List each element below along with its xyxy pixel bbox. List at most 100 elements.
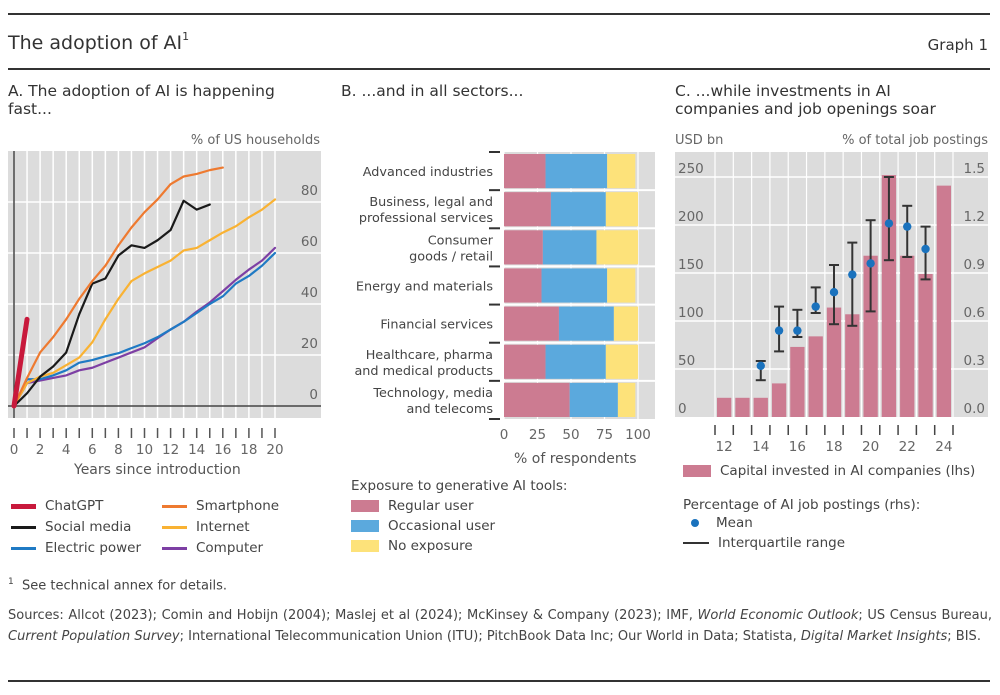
capital-bar (863, 255, 878, 417)
panel-b-legend-title: Exposure to generative AI tools: (351, 478, 568, 494)
legend-label: Capital invested in AI companies (lhs) (720, 463, 976, 479)
footnote-text: See technical annex for details. (22, 578, 228, 594)
legend-item-internet: Internet (162, 519, 250, 535)
sources-fragment: Current Population Survey (8, 629, 180, 644)
line-chatgpt (11, 316, 30, 409)
bar-segment-occasional-user (542, 230, 597, 265)
x-tick-label: 18 (240, 442, 257, 458)
capital-bar (753, 397, 768, 417)
x-tick-label: 14 (752, 439, 769, 455)
line-computer (12, 246, 277, 408)
y-tick-label: 20 (301, 336, 318, 352)
y-tick-label-left: 50 (678, 353, 695, 369)
bar-segment-no-exposure (607, 154, 636, 189)
capital-bar (735, 397, 750, 417)
legend-label: Social media (45, 519, 132, 535)
category-label: professional services (359, 211, 493, 226)
capital-bar (845, 314, 860, 417)
x-tick-label: 12 (162, 442, 179, 458)
mean-dot (903, 222, 912, 231)
bar-segment-occasional-user (545, 154, 608, 189)
title-text: The adoption of AI (8, 32, 183, 54)
x-tick-label: 20 (266, 442, 283, 458)
legend-label: Occasional user (388, 518, 496, 534)
y-tick-label-right: 0.0 (964, 401, 985, 417)
capital-bar (936, 185, 951, 417)
mean-dot-icon (691, 519, 699, 527)
capital-bar (717, 397, 732, 417)
occasional-user-swatch (351, 520, 379, 532)
capital-bar (918, 273, 933, 417)
legend-item-capital: Capital invested in AI companies (lhs) (683, 463, 975, 479)
panel-c-unit-left: USD bn (675, 133, 724, 148)
category-label: Financial services (380, 318, 493, 333)
legend-label: ChatGPT (45, 498, 104, 514)
internet-line-icon (162, 525, 187, 529)
social-media-line-icon (11, 525, 36, 529)
legend-label: Internet (196, 519, 250, 535)
legend-label: Mean (716, 515, 753, 531)
mean-dot (756, 361, 765, 370)
capital-swatch (683, 465, 711, 477)
y-tick-label-right: 1.2 (964, 209, 985, 225)
x-tick-label: 6 (88, 442, 97, 458)
x-tick-label: 16 (214, 442, 231, 458)
x-tick-label: 8 (114, 442, 123, 458)
line-internet (12, 198, 277, 408)
bar-segment-regular-user (504, 306, 559, 341)
y-tick-label-right: 1.5 (964, 161, 985, 177)
x-tick-label: 24 (935, 439, 952, 455)
bar-segment-regular-user (504, 230, 543, 265)
legend-label: Computer (196, 540, 264, 556)
panel-a-chart: 0 20 40 60 80 0 2 4 6 8 10 12 14 16 18 20 (8, 151, 321, 458)
bar-segment-no-exposure (613, 306, 638, 341)
smartphone-line-icon (162, 504, 187, 508)
header-rule (8, 68, 990, 70)
capital-bar (790, 346, 805, 417)
y-tick-label-right: 0.3 (964, 353, 985, 369)
y-tick-label: 80 (301, 183, 318, 199)
line-electric-power (12, 251, 277, 408)
capital-bar (881, 175, 897, 417)
panel-c-legend-group-title: Percentage of AI job postings (rhs): (683, 497, 921, 513)
y-tick-label-right: 0.6 (964, 305, 985, 321)
mean-dot (884, 219, 894, 228)
legend-item-computer: Computer (162, 540, 263, 556)
x-tick-label: 25 (529, 427, 546, 443)
mean-dot (829, 288, 839, 297)
capital-bar (826, 307, 842, 417)
x-tick-label: 4 (62, 442, 71, 458)
y-tick-label-right: 0.9 (964, 257, 985, 273)
panel-c-title-line1: C. ...while investments in AI (675, 82, 891, 100)
bar-segment-regular-user (504, 344, 546, 379)
y-tick-label-left: 0 (678, 401, 687, 417)
bar-segment-regular-user (504, 268, 542, 303)
bar-segment-occasional-user (545, 344, 606, 379)
panel-c-chart: 0 0.0 50 0.3 100 0.6 150 0.9 200 1.2 250 1.5 12 14 16 1… (675, 152, 988, 455)
legend-item-social-media: Social media (11, 519, 131, 535)
panel-c-title-line2: companies and job openings soar (675, 100, 936, 118)
bar-segment-no-exposure (607, 268, 636, 303)
x-tick-label: 10 (136, 442, 153, 458)
computer-line-icon (162, 546, 187, 550)
iqr-line-icon (683, 542, 709, 544)
panel-a-title: A. The adoption of AI is happening fast.… (8, 82, 275, 118)
x-tick-label: 12 (716, 439, 733, 455)
bar-segment-no-exposure (596, 230, 638, 265)
x-tick-label: 100 (625, 427, 651, 443)
capital-bar (900, 255, 915, 417)
legend-label: Regular user (388, 498, 474, 514)
panel-b-chart: 0 25 50 75 100 Advanced industries Business, l… (354, 151, 655, 443)
mean-dot (921, 244, 930, 254)
electric-power-line-icon (11, 546, 36, 550)
footnote: 1 See technical annex for details. (8, 572, 227, 596)
x-tick-label: 22 (899, 439, 916, 455)
legend-item-iqr: Interquartile range (683, 535, 845, 551)
category-label: Healthcare, pharma (366, 348, 493, 363)
capital-bar (808, 336, 823, 417)
category-label: Advanced industries (363, 165, 494, 180)
title-footnote-mark: 1 (182, 30, 190, 43)
x-tick-label: 50 (562, 427, 579, 443)
category-label: Consumer (428, 233, 494, 248)
mean-dot (811, 302, 820, 311)
